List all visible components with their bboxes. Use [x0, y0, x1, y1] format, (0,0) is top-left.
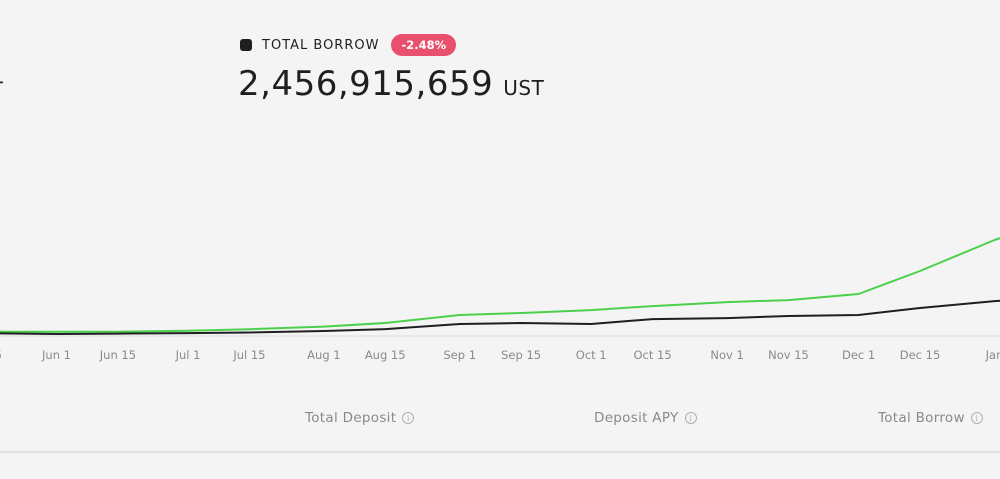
- x-tick-label: Dec 1: [842, 348, 875, 362]
- table-divider: [0, 451, 1000, 453]
- x-tick-label: Sep 15: [501, 348, 541, 362]
- x-tick-label: Jun 1: [41, 348, 71, 362]
- x-tick-label: Nov 15: [768, 348, 809, 362]
- total-borrow-label: TOTAL BORROW: [262, 37, 380, 53]
- col-header-deposit-apy[interactable]: Deposit APY i: [594, 410, 697, 426]
- info-icon[interactable]: i: [970, 412, 983, 424]
- col-header-label: Total Deposit: [305, 410, 397, 426]
- total-borrow-unit: UST: [503, 76, 545, 100]
- col-header-label: Deposit APY: [594, 410, 679, 426]
- info-icon[interactable]: i: [402, 412, 415, 424]
- borrow-deposit-chart[interactable]: 15 Jun 1 Jun 15 Jul 1 Jul 15 Aug 1 Aug 15 Sep 1…: [0, 0, 1000, 380]
- total-borrow-header: TOTAL BORROW -2.48%: [240, 32, 457, 58]
- total-borrow-line: [0, 299, 1000, 335]
- x-tick-label: Aug 1: [307, 348, 340, 362]
- x-tick-label: Jan: [985, 348, 1000, 362]
- col-header-total-deposit[interactable]: Total Deposit i: [305, 410, 415, 426]
- col-header-total-borrow[interactable]: Total Borrow i: [878, 410, 983, 426]
- table-header-row: Total Deposit i Deposit APY i Total Borr…: [0, 410, 1000, 430]
- info-icon[interactable]: i: [684, 412, 697, 424]
- total-deposit-line: [0, 237, 1000, 333]
- total-borrow-number: 2,456,915,659: [238, 64, 494, 104]
- x-tick-label: Oct 15: [634, 348, 672, 362]
- x-tick-label: Nov 1: [710, 348, 743, 362]
- col-header-label: Total Borrow: [878, 410, 965, 426]
- borrow-legend-swatch: [240, 39, 252, 51]
- x-tick-label: Oct 1: [576, 348, 607, 362]
- x-tick-label: Jun 15: [99, 348, 136, 362]
- x-tick-label: 15: [0, 348, 2, 362]
- borrow-change-badge: -2.48%: [391, 34, 457, 56]
- x-tick-label: Aug 15: [365, 348, 406, 362]
- x-tick-label: Sep 1: [443, 348, 476, 362]
- total-borrow-value: 2,456,915,659 UST: [238, 64, 544, 104]
- total-deposit-unit-fragment: T: [0, 78, 3, 102]
- x-tick-label: Jul 1: [175, 348, 201, 362]
- x-tick-label: Jul 15: [232, 348, 265, 362]
- x-tick-label: Dec 15: [900, 348, 941, 362]
